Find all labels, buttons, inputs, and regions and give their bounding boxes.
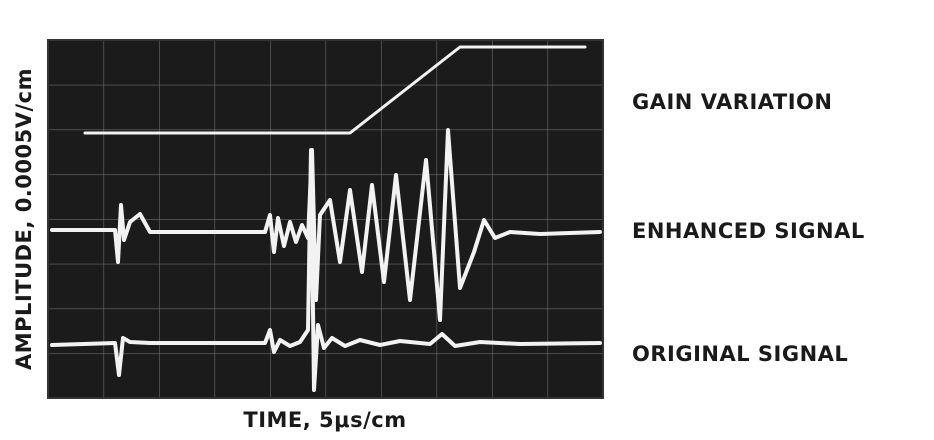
figure: AMPLITUDE, 0.0005V/cm TIME, 5μs/cm GAIN … bbox=[0, 0, 934, 440]
trace-label: ORIGINAL SIGNAL bbox=[632, 342, 848, 366]
trace-label: ENHANCED SIGNAL bbox=[632, 219, 865, 243]
y-axis-label: AMPLITUDE, 0.0005V/cm bbox=[12, 68, 36, 370]
trace-label: GAIN VARIATION bbox=[632, 90, 832, 114]
x-axis-label: TIME, 5μs/cm bbox=[243, 408, 406, 432]
